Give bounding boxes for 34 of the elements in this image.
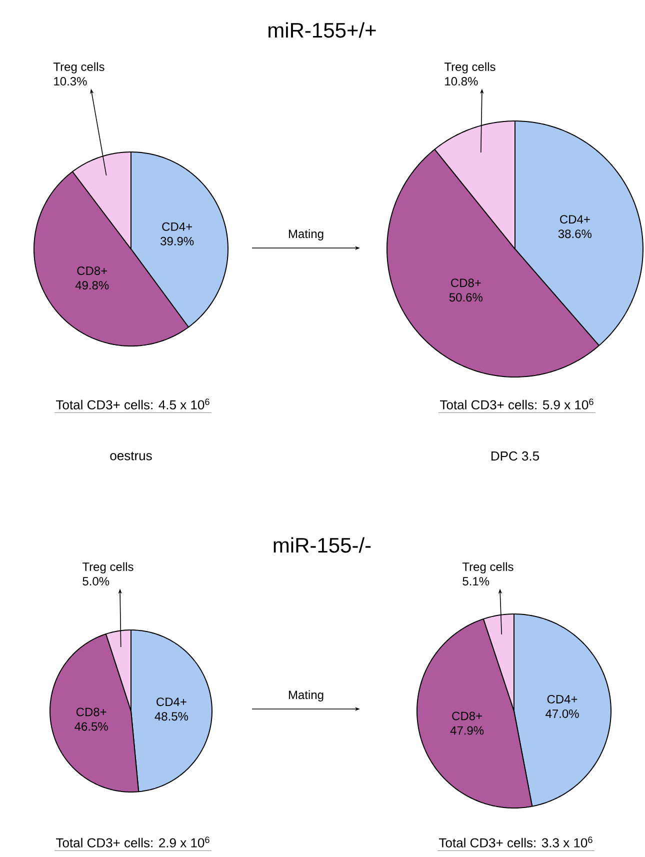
text: oestrus	[110, 452, 152, 460]
data-label: 5.0%	[82, 577, 110, 586]
text: Total CD3+ cells: 5.9 x 10$^{6}$	[440, 398, 594, 410]
slice-label: CD4+	[560, 215, 590, 224]
data-label: 46.5%	[74, 722, 108, 731]
text: miR-155-/-	[274, 537, 371, 553]
text: Mating	[288, 229, 324, 240]
slice-label: Treg cells	[444, 62, 496, 74]
data-label: 47.9%	[450, 726, 484, 735]
text: Total CD3+ cells: 2.9 x 10$^{6}$	[56, 836, 210, 848]
data-label: 48.5%	[154, 712, 188, 721]
slice-label: CD8+	[451, 278, 481, 288]
data-label: 38.6%	[558, 230, 592, 238]
slice-label: CD4+	[156, 698, 186, 706]
slice-label: CD4+	[162, 222, 192, 231]
slice-label: CD4+	[547, 694, 578, 704]
slice-label: CD8+	[452, 712, 482, 720]
data-label: 49.8%	[75, 281, 109, 290]
data-label: 47.0%	[546, 709, 579, 718]
slice-label: Treg cells	[462, 562, 514, 574]
data-label: 10.8%	[445, 77, 478, 86]
data-label: 10.3%	[54, 77, 87, 86]
slice-label: Treg cells	[53, 62, 104, 74]
slice-label: CD8+	[77, 266, 108, 275]
data-label: 5.1%	[462, 577, 490, 586]
data-label: 39.9%	[160, 236, 194, 246]
text: DPC 3.5	[491, 451, 539, 461]
text: Total CD3+ cells: 4.5 x 10$^{6}$	[56, 398, 210, 410]
text: miR-155+/+	[268, 22, 376, 38]
slice-label: CD8+	[76, 708, 106, 716]
text: Mating	[288, 690, 324, 702]
data-label: 50.6%	[449, 293, 483, 302]
slice-label: Treg cells	[82, 562, 134, 574]
text: Total CD3+ cells: 3.3 x 10$^{6}$	[439, 836, 592, 848]
